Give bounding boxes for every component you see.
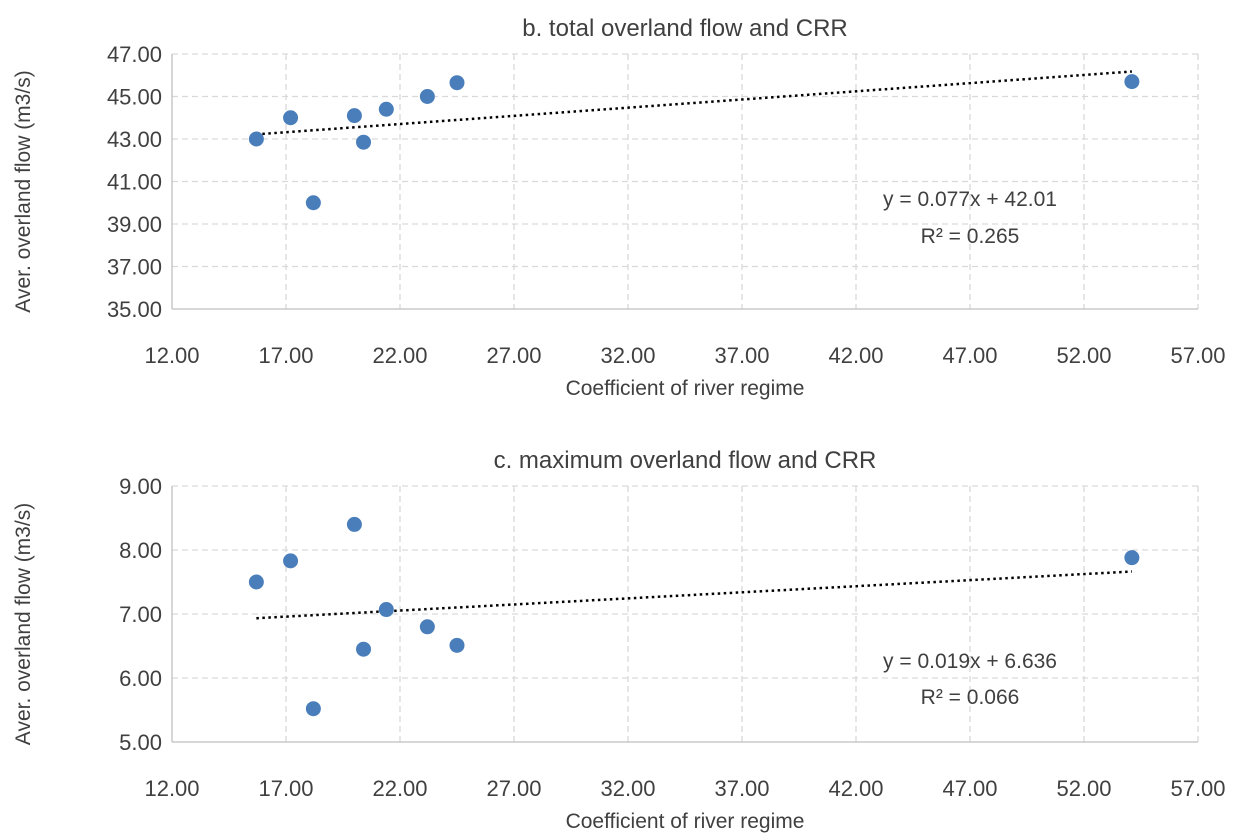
data-point <box>419 619 435 635</box>
data-point <box>1124 74 1140 90</box>
x-tick-label: 12.00 <box>144 343 199 368</box>
x-tick-label: 52.00 <box>1056 343 1111 368</box>
trendline-equation: y = 0.077x + 42.01 <box>883 188 1057 211</box>
x-tick-label: 27.00 <box>486 343 541 368</box>
r-squared-label: R² = 0.066 <box>921 686 1020 709</box>
x-tick-label: 27.00 <box>486 776 541 801</box>
y-axis-title: Aver. overland flow (m3/s) <box>12 503 35 745</box>
data-point <box>283 553 299 569</box>
data-point <box>449 637 465 653</box>
chart-panel-1: 5.00 6.00 7.00 8.00 9.00 12.00 17.00 22.00 27.00… <box>12 447 1226 833</box>
y-tick-label: 9.00 <box>119 474 162 499</box>
x-tick-label: 42.00 <box>828 343 883 368</box>
y-tick-label: 5.00 <box>119 730 162 755</box>
y-tick-label: 35.00 <box>107 297 162 322</box>
y-tick-label: 41.00 <box>107 170 162 195</box>
y-tick-label: 6.00 <box>119 666 162 691</box>
y-tick-label: 7.00 <box>119 602 162 627</box>
data-point <box>1124 550 1140 566</box>
x-tick-label: 12.00 <box>144 776 199 801</box>
data-point <box>378 101 394 117</box>
data-point <box>283 110 299 126</box>
y-tick-label: 43.00 <box>107 127 162 152</box>
data-point <box>305 195 321 211</box>
x-tick-label: 47.00 <box>942 343 997 368</box>
x-tick-label: 22.00 <box>372 343 427 368</box>
x-axis-title: Coefficient of river regime <box>566 810 805 833</box>
data-point <box>346 516 362 532</box>
x-tick-label: 37.00 <box>714 343 769 368</box>
trendline <box>256 70 1132 136</box>
y-axis-title: Aver. overland flow (m3/s) <box>12 70 35 312</box>
x-tick-label: 22.00 <box>372 776 427 801</box>
data-point <box>378 602 394 618</box>
x-tick-label: 57.00 <box>1170 776 1225 801</box>
data-point <box>419 89 435 104</box>
x-tick-label: 47.00 <box>942 776 997 801</box>
x-axis-title: Coefficient of river regime <box>566 377 805 400</box>
data-point <box>248 574 264 590</box>
x-tick-label: 32.00 <box>600 343 655 368</box>
data-point <box>346 108 362 124</box>
data-point <box>449 75 465 91</box>
x-tick-label: 17.00 <box>258 343 313 368</box>
data-point <box>248 131 264 147</box>
trendline-equation: y = 0.019x + 6.636 <box>883 650 1057 673</box>
data-point <box>356 134 372 150</box>
trendline <box>256 570 1132 620</box>
data-point <box>305 701 321 717</box>
x-tick-label: 42.00 <box>828 776 883 801</box>
y-tick-label: 47.00 <box>107 42 162 67</box>
x-tick-label: 32.00 <box>600 776 655 801</box>
chart-panel-0: 35.00 37.00 39.00 41.00 43.00 45.00 47.00 12.00… <box>12 15 1226 400</box>
y-tick-label: 39.00 <box>107 212 162 237</box>
chart-title: c. maximum overland flow and CRR <box>494 447 877 474</box>
x-tick-label: 57.00 <box>1170 343 1225 368</box>
x-tick-label: 37.00 <box>714 776 769 801</box>
data-point <box>356 641 372 657</box>
y-tick-label: 45.00 <box>107 85 162 110</box>
y-tick-label: 37.00 <box>107 255 162 280</box>
y-tick-label: 8.00 <box>119 538 162 563</box>
x-tick-label: 52.00 <box>1056 776 1111 801</box>
r-squared-label: R² = 0.265 <box>921 225 1020 248</box>
chart-title: b. total overland flow and CRR <box>522 15 848 42</box>
x-tick-label: 17.00 <box>258 776 313 801</box>
